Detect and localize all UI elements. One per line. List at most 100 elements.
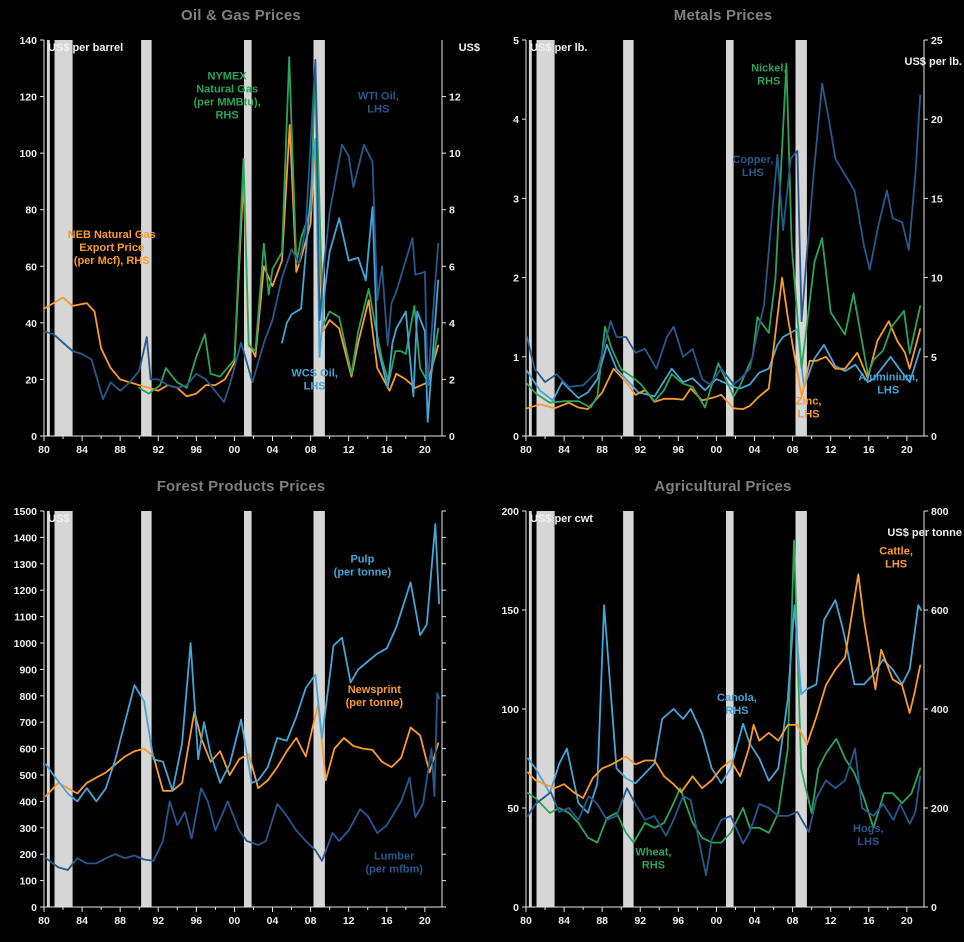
axis-labels: 80 84 88 92 96 00 04 08 12 16 20010020030040050060… <box>14 506 431 927</box>
chart-title-forest-products: Forest Products Prices <box>156 478 326 495</box>
y-tick-label-left: 140 <box>19 35 37 47</box>
left-axis-title: US$ per lb. <box>530 42 587 54</box>
recession-band <box>244 40 252 436</box>
x-tick-label: 84 <box>558 915 570 927</box>
oil-gas-chart: 80 84 88 92 96 00 04 08 12 16 20020406080100120140… <box>19 35 480 456</box>
x-tick-label: 88 <box>596 915 608 927</box>
panel-metals: Metals Prices 80 84 88 92 96 00 04 08 12 16 20 0 1 2 3… <box>482 0 964 471</box>
series-annotation: Newsprint <box>348 684 402 696</box>
series-newsprint <box>45 702 440 798</box>
x-tick-label: 96 <box>672 444 684 456</box>
x-tick-label: 04 <box>267 444 279 456</box>
forest-products-chart: 80 84 88 92 96 00 04 08 12 16 20010020030040050060… <box>14 506 446 927</box>
x-tick-label: 88 <box>114 915 126 927</box>
chart-title-agricultural: Agricultural Prices <box>654 478 792 495</box>
x-tick-label: 80 <box>520 444 532 456</box>
x-tick-label: 20 <box>419 915 431 927</box>
y-tick-label-left: 0 <box>513 431 519 443</box>
y-tick-label-left: 1000 <box>14 638 38 650</box>
x-tick-label: 16 <box>381 444 393 456</box>
y-tick-label-right: 6 <box>449 261 455 273</box>
x-tick-label: 04 <box>749 444 761 456</box>
series-wcs-oil <box>281 138 440 423</box>
y-tick-label-right: 400 <box>931 704 949 716</box>
y-tick-label-left: 50 <box>507 803 519 815</box>
x-tick-label: 12 <box>343 915 355 927</box>
y-tick-label-left: 200 <box>19 849 37 861</box>
series-annotation: LHS <box>857 836 879 848</box>
series-annotation: Cattle, <box>879 546 913 558</box>
recession-band <box>536 511 555 907</box>
recession-band <box>46 40 50 436</box>
x-tick-label: 16 <box>863 915 875 927</box>
y-tick-label-right: 600 <box>931 605 949 617</box>
y-tick-label-left: 40 <box>25 318 37 330</box>
recession-band <box>726 40 734 436</box>
recession-band <box>795 511 807 907</box>
y-tick-label-left: 200 <box>501 506 519 518</box>
left-axis-title: US$ <box>48 513 69 525</box>
series-annotation: LHS <box>367 103 389 115</box>
y-tick-label-right: 25 <box>931 35 943 47</box>
series-annotation: (per Mcf), RHS <box>74 255 150 267</box>
series-annotation: LHS <box>742 167 764 179</box>
y-tick-label-left: 100 <box>501 704 519 716</box>
y-tick-label-right: 200 <box>931 803 949 815</box>
x-tick-label: 80 <box>38 915 50 927</box>
left-axis-title: US$ per cwt <box>530 513 593 525</box>
x-tick-label: 08 <box>305 915 317 927</box>
x-tick-label: 16 <box>863 444 875 456</box>
recession-band <box>54 40 73 436</box>
series-annotation: RHS <box>725 705 748 717</box>
y-tick-label-left: 150 <box>501 605 519 617</box>
series-annotation: RHS <box>757 76 780 88</box>
series-copper <box>526 82 922 388</box>
recession-band <box>528 511 532 907</box>
x-tick-label: 00 <box>711 444 723 456</box>
y-tick-label-right: 10 <box>931 273 943 285</box>
series-annotation: WCS Oil, <box>291 368 337 380</box>
series-annotation: RHS <box>642 860 665 872</box>
series-annotation: Hogs, <box>853 823 884 835</box>
x-tick-label: 92 <box>634 915 646 927</box>
x-tick-label: 04 <box>749 915 761 927</box>
recession-band <box>46 511 50 907</box>
x-tick-label: 12 <box>343 444 355 456</box>
x-tick-label: 80 <box>520 915 532 927</box>
x-tick-label: 08 <box>787 444 799 456</box>
y-tick-label-left: 1300 <box>14 559 38 571</box>
recession-band <box>623 511 634 907</box>
y-tick-label-left: 500 <box>19 770 37 782</box>
right-axis-title: US$ <box>459 42 480 54</box>
y-tick-label-left: 2 <box>513 273 519 285</box>
series-annotation: LHS <box>798 408 820 420</box>
y-tick-label-right: 0 <box>449 431 455 443</box>
x-tick-label: 80 <box>38 444 50 456</box>
y-tick-label-right: 15 <box>931 193 943 205</box>
x-tick-label: 92 <box>152 915 164 927</box>
y-tick-label-left: 0 <box>31 902 37 914</box>
left-axis-title: US$ per barrel <box>48 42 123 54</box>
series-nickel <box>526 62 922 409</box>
y-tick-label-left: 300 <box>19 823 37 835</box>
series-annotation: Nickel, <box>751 63 786 75</box>
x-tick-label: 12 <box>825 915 837 927</box>
x-tick-label: 96 <box>190 915 202 927</box>
y-tick-label-left: 1400 <box>14 532 38 544</box>
series-zinc <box>526 276 922 411</box>
series-annotation: (per tonne) <box>334 567 392 579</box>
recession-band <box>726 511 734 907</box>
x-tick-label: 20 <box>419 444 431 456</box>
y-tick-label-right: 8 <box>449 205 455 217</box>
y-tick-label-left: 80 <box>25 205 37 217</box>
y-tick-label-right: 2 <box>449 374 455 386</box>
x-tick-label: 92 <box>152 444 164 456</box>
y-tick-label-right: 4 <box>449 318 455 330</box>
series-annotation: (per mfbm) <box>365 864 423 876</box>
y-tick-label-left: 900 <box>19 664 37 676</box>
series-annotation: Wheat, <box>635 847 671 859</box>
x-tick-label: 20 <box>901 444 913 456</box>
